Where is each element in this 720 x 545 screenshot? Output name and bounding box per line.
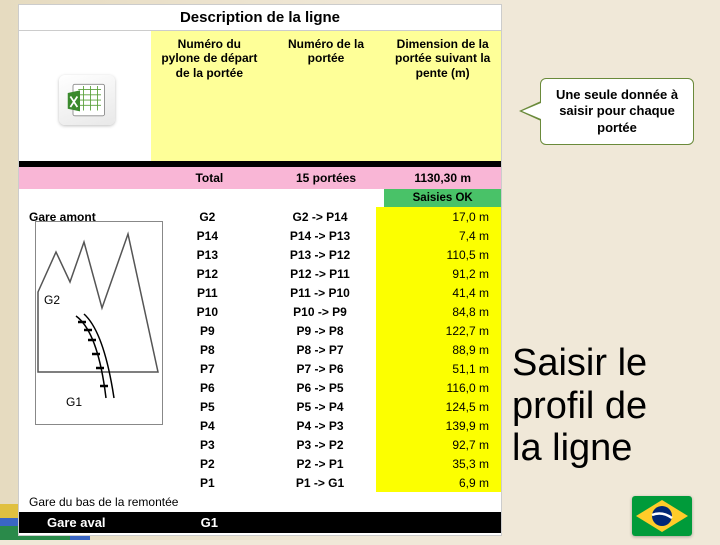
row-value[interactable]: 110,5 m	[376, 245, 501, 264]
gare-aval-code: G1	[151, 512, 268, 533]
column-headers: Numéro du pylone de départ de la portée …	[19, 31, 501, 161]
saisies-ok-row: Saisies OK	[19, 189, 501, 207]
callout-bubble: Une seule donnée à saisir pour chaque po…	[540, 78, 694, 145]
row-pylon: P10	[151, 302, 264, 321]
gare-amont-span: G2 -> P14	[264, 207, 377, 226]
header-col-pylon: Numéro du pylone de départ de la portée	[151, 31, 268, 161]
row-span: P9 -> P8	[264, 321, 377, 340]
row-blank	[19, 473, 151, 492]
row-pylon: P1	[151, 473, 264, 492]
header-col-icon	[19, 31, 151, 161]
row-span: P2 -> P1	[264, 454, 377, 473]
slide-title: Saisir le profil de la ligne	[512, 342, 647, 470]
spreadsheet-panel: Description de la ligne Numéro	[18, 4, 502, 536]
row-value[interactable]: 88,9 m	[376, 340, 501, 359]
row-span: P3 -> P2	[264, 435, 377, 454]
table-row: P1P1 -> G16,9 m	[19, 473, 501, 492]
row-pylon: P13	[151, 245, 264, 264]
row-pylon: P6	[151, 378, 264, 397]
sheet-title: Description de la ligne	[19, 5, 501, 31]
row-pylon: P7	[151, 359, 264, 378]
row-pylon: P2	[151, 454, 264, 473]
row-pylon: P4	[151, 416, 264, 435]
gare-amont-value[interactable]: 17,0 m	[376, 207, 501, 226]
total-label: Total	[151, 167, 268, 189]
slide-title-l1: Saisir le	[512, 342, 647, 385]
gare-bas-label: Gare du bas de la remontée	[19, 492, 283, 512]
total-portees: 15 portées	[268, 167, 385, 189]
total-row: Total 15 portées 1130,30 m	[19, 167, 501, 189]
saisies-ok-badge: Saisies OK	[384, 189, 501, 207]
row-pylon: P12	[151, 264, 264, 283]
row-value[interactable]: 116,0 m	[376, 378, 501, 397]
row-span: P8 -> P7	[264, 340, 377, 359]
row-blank	[19, 454, 151, 473]
total-length: 1130,30 m	[384, 167, 501, 189]
row-span: P14 -> P13	[264, 226, 377, 245]
row-pylon: P11	[151, 283, 264, 302]
brazil-flag-icon	[632, 496, 692, 536]
row-value[interactable]: 6,9 m	[376, 473, 501, 492]
header-col-span: Numéro de la portée	[268, 31, 385, 161]
excel-icon	[59, 75, 115, 125]
row-pylon: P5	[151, 397, 264, 416]
row-value[interactable]: 124,5 m	[376, 397, 501, 416]
table-row: P2P2 -> P135,3 m	[19, 454, 501, 473]
row-pylon: P9	[151, 321, 264, 340]
row-span: P11 -> P10	[264, 283, 377, 302]
row-span: P5 -> P4	[264, 397, 377, 416]
row-value[interactable]: 7,4 m	[376, 226, 501, 245]
line-profile-diagram: G2 G1	[35, 221, 163, 425]
row-value[interactable]: 122,7 m	[376, 321, 501, 340]
row-pylon: P14	[151, 226, 264, 245]
row-pylon: P3	[151, 435, 264, 454]
svg-text:G2: G2	[44, 293, 60, 307]
table-row: P3P3 -> P292,7 m	[19, 435, 501, 454]
row-value[interactable]: 139,9 m	[376, 416, 501, 435]
row-span: P7 -> P6	[264, 359, 377, 378]
row-span: P13 -> P12	[264, 245, 377, 264]
gare-bas-row: Gare du bas de la remontée	[19, 492, 501, 512]
header-col-dimension: Dimension de la portée suivant la pente …	[384, 31, 501, 161]
row-value[interactable]: 84,8 m	[376, 302, 501, 321]
row-span: P12 -> P11	[264, 264, 377, 283]
row-value[interactable]: 35,3 m	[376, 454, 501, 473]
row-value[interactable]: 92,7 m	[376, 435, 501, 454]
row-span: P1 -> G1	[264, 473, 377, 492]
row-value[interactable]: 91,2 m	[376, 264, 501, 283]
row-pylon: P8	[151, 340, 264, 359]
row-span: P10 -> P9	[264, 302, 377, 321]
svg-text:G1: G1	[66, 395, 82, 409]
row-span: P4 -> P3	[264, 416, 377, 435]
row-blank	[19, 435, 151, 454]
gare-amont-pylon: G2	[151, 207, 264, 226]
row-value[interactable]: 51,1 m	[376, 359, 501, 378]
row-span: P6 -> P5	[264, 378, 377, 397]
row-value[interactable]: 41,4 m	[376, 283, 501, 302]
slide-title-l2: profil de	[512, 385, 647, 428]
slide-title-l3: la ligne	[512, 427, 647, 470]
gare-aval-row: Gare aval G1	[19, 512, 501, 533]
gare-aval-label: Gare aval	[19, 512, 151, 533]
